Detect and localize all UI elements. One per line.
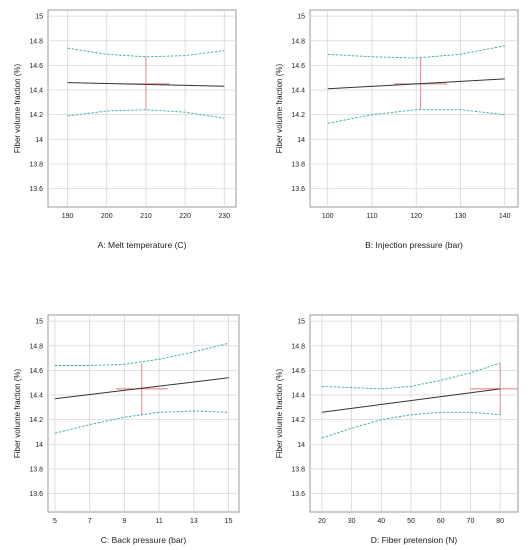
prediction-line bbox=[327, 78, 505, 90]
plot-area bbox=[47, 314, 240, 513]
y-axis-label: Fiber volume fraction (%) bbox=[275, 63, 284, 153]
y-tick-label: 14.2 bbox=[291, 417, 305, 424]
y-tick-label: 14.4 bbox=[291, 393, 305, 400]
y-tick-label: 13.6 bbox=[29, 491, 43, 498]
x-tick-label: 230 bbox=[218, 213, 230, 220]
y-tick-label: 14.6 bbox=[29, 63, 43, 70]
y-tick-label: 13.8 bbox=[291, 466, 305, 473]
x-axis-label: D: Fiber pretension (N) bbox=[371, 535, 458, 545]
chart-panel-2: 13.6 13.8 14 14.2 14.4 14.6 14.8 15 100 110 120 130… bbox=[275, 9, 519, 250]
lower-band-line bbox=[54, 410, 229, 434]
x-tick-label: 20 bbox=[318, 518, 326, 525]
x-tick-label: 130 bbox=[455, 213, 467, 220]
x-tick-label: 60 bbox=[437, 518, 445, 525]
y-tick-label: 13.6 bbox=[291, 186, 305, 193]
y-tick-label: 14.2 bbox=[29, 417, 43, 424]
chart-panel-3: 13.6 13.8 14 14.2 14.4 14.6 14.8 15 5 7 9 11 13 15 C: … bbox=[13, 314, 240, 545]
x-tick-label: 140 bbox=[499, 213, 511, 220]
y-axis-label: Fiber volume fraction (%) bbox=[13, 63, 22, 153]
x-tick-label: 50 bbox=[407, 518, 415, 525]
x-axis-label: B: Injection pressure (bar) bbox=[365, 240, 463, 250]
y-tick-label: 14.8 bbox=[29, 38, 43, 45]
prediction-line bbox=[321, 388, 501, 413]
x-tick-label: 120 bbox=[410, 213, 422, 220]
x-tick-label: 40 bbox=[377, 518, 385, 525]
y-tick-label: 14.4 bbox=[291, 88, 305, 95]
x-tick-label: 80 bbox=[496, 518, 504, 525]
y-tick-label: 13.8 bbox=[291, 161, 305, 168]
plot-area bbox=[47, 9, 237, 208]
y-tick-label: 14.4 bbox=[29, 88, 43, 95]
y-tick-label: 15 bbox=[35, 319, 43, 326]
x-tick-label: 100 bbox=[322, 213, 334, 220]
y-tick-label: 14.6 bbox=[29, 368, 43, 375]
lower-band-line bbox=[327, 109, 505, 124]
prediction-line bbox=[54, 377, 229, 400]
y-tick-label: 13.6 bbox=[291, 491, 305, 498]
lower-band-line bbox=[321, 411, 501, 439]
x-tick-label: 9 bbox=[122, 518, 126, 525]
upper-band-line bbox=[321, 362, 501, 390]
x-axis-label: C: Back pressure (bar) bbox=[101, 535, 187, 545]
x-tick-label: 7 bbox=[88, 518, 92, 525]
y-tick-label: 14.2 bbox=[291, 112, 305, 119]
x-tick-label: 110 bbox=[366, 213, 377, 220]
y-tick-label: 15 bbox=[297, 14, 305, 21]
x-tick-label: 200 bbox=[101, 213, 113, 220]
lower-band-line bbox=[67, 109, 225, 119]
x-tick-label: 210 bbox=[140, 213, 152, 220]
upper-band-line bbox=[54, 342, 229, 366]
x-axis-label: A: Melt temperature (C) bbox=[98, 240, 187, 250]
y-tick-label: 14.8 bbox=[29, 343, 43, 350]
y-tick-label: 14.6 bbox=[291, 63, 305, 70]
y-tick-label: 13.8 bbox=[29, 161, 43, 168]
y-tick-label: 14.8 bbox=[291, 38, 305, 45]
upper-band-line bbox=[67, 47, 225, 58]
x-tick-label: 220 bbox=[179, 213, 191, 220]
plot-area bbox=[309, 9, 519, 208]
x-tick-label: 13 bbox=[190, 518, 198, 525]
y-axis-label: Fiber volume fraction (%) bbox=[275, 368, 284, 458]
prediction-line bbox=[67, 82, 225, 87]
y-tick-label: 14.8 bbox=[291, 343, 305, 350]
y-tick-label: 14 bbox=[297, 137, 305, 144]
y-tick-label: 13.8 bbox=[29, 466, 43, 473]
chart-panel-1: 13.6 13.8 14 14.2 14.4 14.6 14.8 15 190 200 210 220… bbox=[13, 9, 237, 250]
chart-panel-4: 13.6 13.8 14 14.2 14.4 14.6 14.8 15 20 30 40 50 60 70… bbox=[275, 314, 519, 545]
y-tick-label: 14 bbox=[35, 137, 43, 144]
y-tick-label: 14 bbox=[35, 442, 43, 449]
y-tick-label: 14.4 bbox=[29, 393, 43, 400]
x-tick-label: 190 bbox=[62, 213, 74, 220]
y-tick-label: 14 bbox=[297, 442, 305, 449]
x-tick-label: 30 bbox=[348, 518, 356, 525]
upper-band-line bbox=[327, 45, 505, 59]
y-tick-label: 14.6 bbox=[291, 368, 305, 375]
x-tick-label: 11 bbox=[155, 518, 162, 525]
y-axis-label: Fiber volume fraction (%) bbox=[13, 368, 22, 458]
y-tick-label: 14.2 bbox=[29, 112, 43, 119]
x-tick-label: 5 bbox=[53, 518, 57, 525]
y-tick-label: 15 bbox=[35, 14, 43, 21]
y-tick-label: 13.6 bbox=[29, 186, 43, 193]
y-tick-label: 15 bbox=[297, 319, 305, 326]
x-tick-label: 15 bbox=[225, 518, 233, 525]
x-tick-label: 70 bbox=[467, 518, 475, 525]
